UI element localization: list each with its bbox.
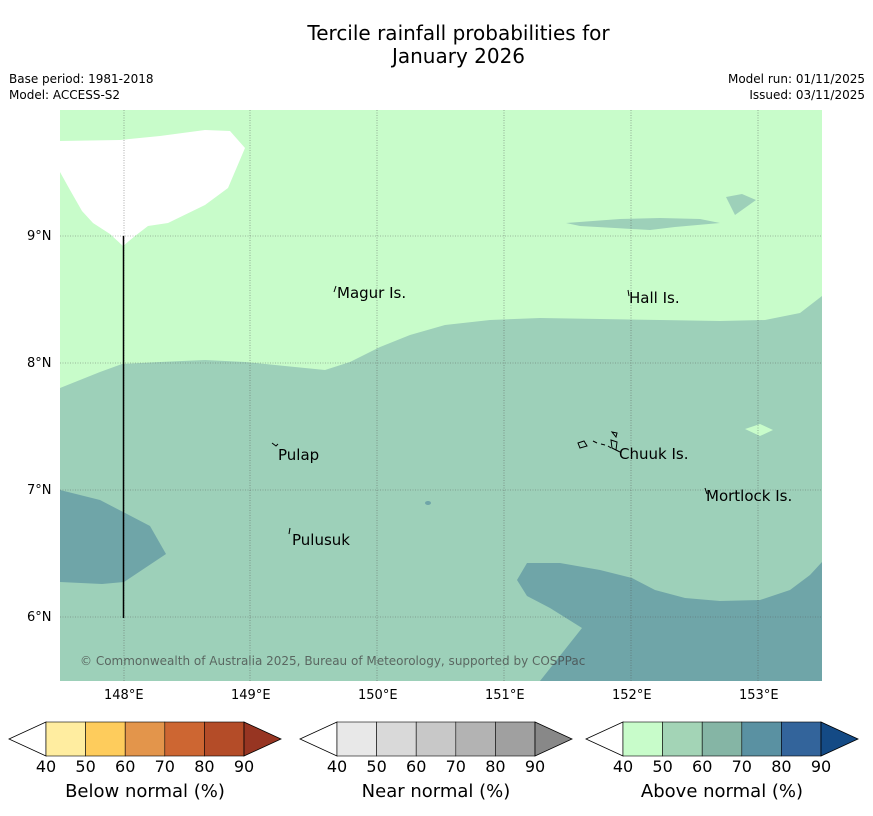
- island-hall: [627, 289, 630, 297]
- colorbar-above-tick: 90: [810, 757, 832, 776]
- map-svg: Magur Is. Hall Is. Pulap Chuuk Is. Mortl…: [60, 110, 822, 681]
- region-white-top-left: [60, 130, 245, 246]
- colorbar-above-bin: [701, 721, 743, 757]
- colorbar-below-tick: 70: [154, 757, 175, 776]
- colorbar-below-tick: 60: [115, 757, 136, 776]
- colorbar-above-bin: [622, 721, 663, 757]
- colorbar-near-bin: [415, 721, 457, 757]
- colorbar-below-bin: [85, 721, 126, 757]
- island-pulusuk: [288, 527, 291, 535]
- colorbar-below-tick: 80: [194, 757, 215, 776]
- patch-medium-green-top: [566, 218, 720, 230]
- island-mortlock: [704, 487, 708, 495]
- colorbar-above-tick: 80: [771, 757, 792, 776]
- colorbar-above-bin: [741, 721, 782, 757]
- label-hall: Hall Is.: [629, 289, 680, 307]
- meta-left: Base period: 1981-2018 Model: ACCESS-S2: [9, 71, 154, 103]
- region-above-60-70-left: [60, 490, 166, 584]
- label-chuuk: Chuuk Is.: [619, 445, 688, 463]
- colorbar-near-tick: 50: [366, 757, 387, 776]
- colorbar-below-bin: [45, 721, 86, 757]
- y-tick-7n: 7°N: [27, 483, 52, 498]
- issued-date: Issued: 03/11/2025: [749, 88, 865, 102]
- label-pulap: Pulap: [278, 446, 319, 464]
- x-tick-149e: 149°E: [231, 688, 271, 703]
- colorbar-below-tick: 40: [35, 757, 57, 776]
- colorbar-above-tick: 40: [612, 757, 634, 776]
- colorbar-near-bin: [336, 721, 377, 757]
- place-labels: Magur Is. Hall Is. Pulap Chuuk Is. Mortl…: [278, 284, 792, 549]
- x-tick-152e: 152°E: [612, 688, 652, 703]
- model-run: Model run: 01/11/2025: [727, 72, 865, 86]
- colorbar-near-tick: 60: [406, 757, 427, 776]
- label-mortlock: Mortlock Is.: [706, 487, 792, 505]
- colorbar-above-ticks: 40 50 60 70 80 90: [585, 757, 859, 776]
- colorbar-above-bin: [662, 721, 703, 757]
- patch-light-green: [745, 424, 773, 436]
- patch-medium-green-right: [726, 194, 756, 215]
- label-pulusuk: Pulusuk: [292, 531, 350, 549]
- island-chuuk: [577, 431, 621, 453]
- y-tick-9n: 9°N: [27, 229, 52, 244]
- copyright-text: © Commonwealth of Australia 2025, Bureau…: [80, 654, 585, 668]
- colorbar-near-tick: 80: [485, 757, 506, 776]
- colorbar-above-tick: 70: [731, 757, 752, 776]
- colorbar-near-tick: 70: [445, 757, 466, 776]
- model-name: Model: ACCESS-S2: [9, 88, 121, 102]
- colorbar-below-over: [243, 721, 282, 757]
- colorbar-below-bin: [164, 721, 205, 757]
- map-title: Tercile rainfall probabilities for Janua…: [0, 22, 873, 68]
- colorbar-near-tick: 90: [524, 757, 546, 776]
- colorbar-above: [585, 721, 859, 757]
- x-tick-150e: 150°E: [358, 688, 398, 703]
- colorbar-below-tick: 90: [233, 757, 255, 776]
- colorbar-below-bin: [124, 721, 166, 757]
- colorbar-below-under: [8, 721, 47, 757]
- colorbar-below: [8, 721, 282, 757]
- colorbar-above-tick: 50: [652, 757, 673, 776]
- label-magur: Magur Is.: [337, 284, 406, 302]
- colorbar-below-label: Below normal (%): [65, 781, 225, 802]
- colorbar-above-label: Above normal (%): [640, 781, 804, 802]
- colorbar-near-under: [299, 721, 338, 757]
- colorbar-above-over: [820, 721, 859, 757]
- patch-small-teal: [425, 501, 431, 505]
- colorbar-below-ticks: 40 50 60 70 80 90: [8, 757, 282, 776]
- colorbar-below-bin: [204, 721, 245, 757]
- y-tick-6n: 6°N: [27, 610, 52, 625]
- colorbar-near-bin: [376, 721, 417, 757]
- title-line-1: Tercile rainfall probabilities for: [307, 21, 610, 45]
- colorbar-above-tick: 60: [692, 757, 713, 776]
- island-outlines: [271, 285, 708, 535]
- colorbar-near: [299, 721, 573, 757]
- colorbar-near-label: Near normal (%): [361, 781, 511, 802]
- meta-right: Model run: 01/11/2025 Issued: 03/11/2025: [728, 71, 865, 103]
- island-pulap: [271, 442, 279, 447]
- map-area[interactable]: Magur Is. Hall Is. Pulap Chuuk Is. Mortl…: [60, 110, 822, 681]
- colorbar-near-ticks: 40 50 60 70 80 90: [299, 757, 573, 776]
- x-tick-153e: 153°E: [739, 688, 779, 703]
- colorbar-near-over: [534, 721, 573, 757]
- colorbar-near-tick: 40: [326, 757, 348, 776]
- base-period: Base period: 1981-2018: [9, 72, 154, 86]
- colorbar-near-bin: [455, 721, 496, 757]
- region-above-60-70-right: [517, 562, 822, 681]
- island-magur: [333, 285, 337, 293]
- colorbar-above-bin: [781, 721, 822, 757]
- x-tick-151e: 151°E: [485, 688, 525, 703]
- colorbar-near-bin: [495, 721, 536, 757]
- colorbar-below-tick: 50: [75, 757, 96, 776]
- x-tick-148e: 148°E: [104, 688, 144, 703]
- title-line-2: January 2026: [391, 44, 526, 68]
- y-tick-8n: 8°N: [27, 356, 52, 371]
- colorbar-above-under: [585, 721, 624, 757]
